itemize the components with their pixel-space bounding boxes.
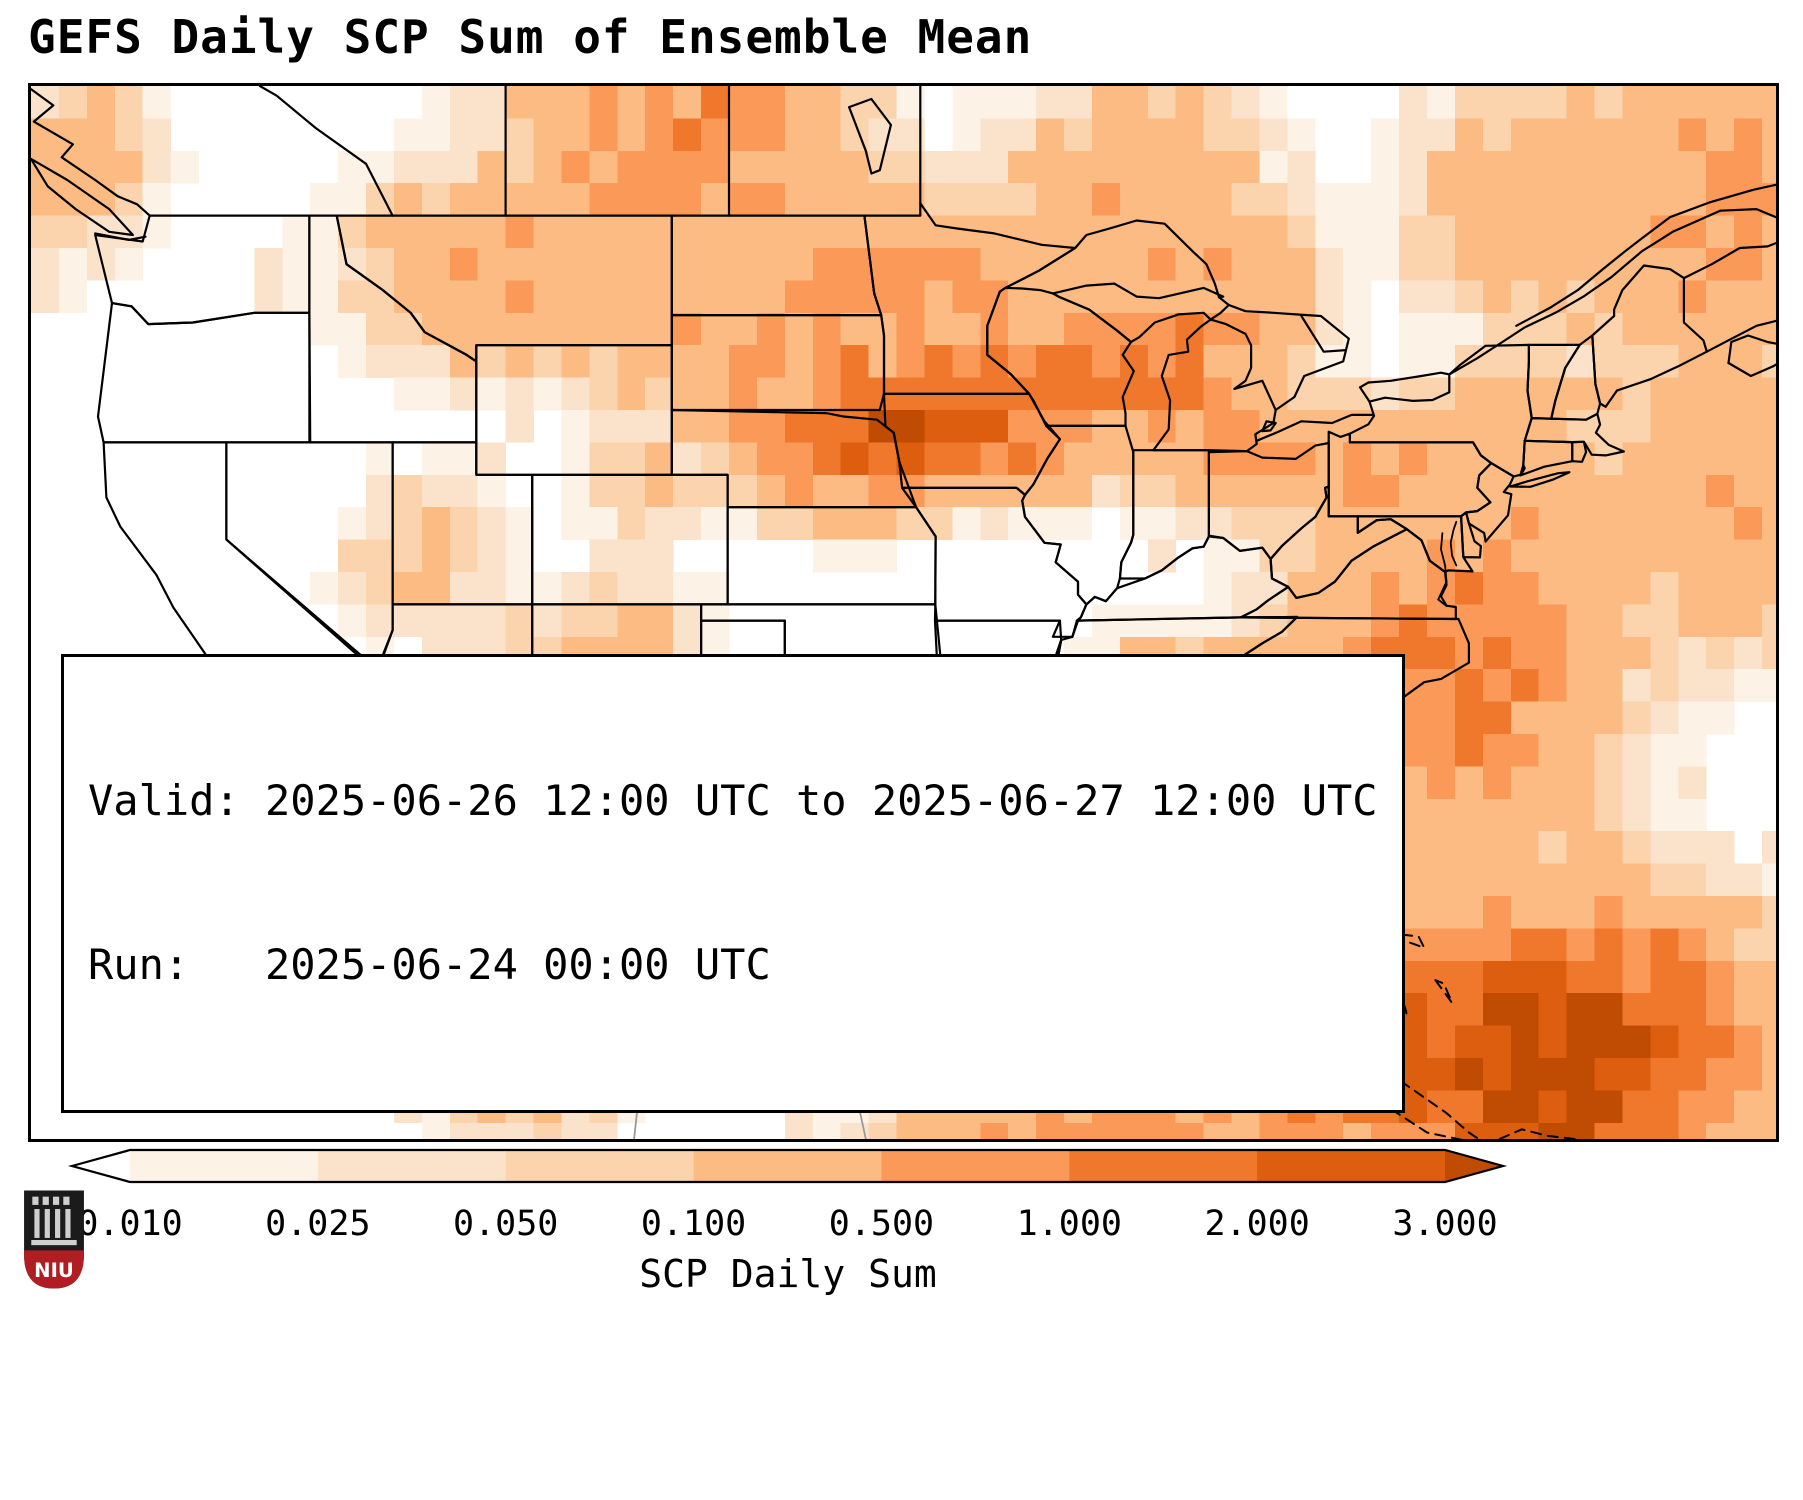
colorbar-tick-label: 0.010 xyxy=(77,1204,183,1244)
colorbar-tick-label: 0.100 xyxy=(640,1204,747,1244)
canada-islands-lakes xyxy=(31,97,1277,433)
colorbar: 0.010 0.025 0.050 0.100 0.500 1.000 2.000 3.000… xyxy=(0,1146,1803,1316)
svg-text:NIU: NIU xyxy=(34,1259,74,1282)
run-time-text: Run: 2025-06-24 00:00 UTC xyxy=(88,940,771,990)
colorbar-tick-label: 2.000 xyxy=(1204,1204,1310,1244)
colorbar-tick-label: 3.000 xyxy=(1392,1204,1498,1244)
hispaniola-coast xyxy=(1498,1128,1576,1139)
valid-time-text: Valid: 2025-06-26 12:00 UTC to 2025-06-2… xyxy=(88,776,1378,826)
canada-borders-coastlines xyxy=(31,86,1776,442)
colorbar-tick-label: 1.000 xyxy=(1016,1204,1122,1244)
map-panel: Valid: 2025-06-26 12:00 UTC to 2025-06-2… xyxy=(28,83,1779,1142)
niu-shield-icon: NIU xyxy=(24,1190,84,1289)
colorbar-tick-label: 0.025 xyxy=(265,1204,371,1244)
colorbar-tick-label: 0.050 xyxy=(453,1204,559,1244)
colorbar-label: SCP Daily Sum xyxy=(639,1252,937,1296)
colorbar-tick-label: 0.500 xyxy=(828,1204,935,1244)
figure-title: GEFS Daily SCP Sum of Ensemble Mean xyxy=(28,10,1033,64)
colorbar-bar xyxy=(67,1148,1508,1184)
niu-logo: NIU xyxy=(22,1188,86,1292)
info-box: Valid: 2025-06-26 12:00 UTC to 2025-06-2… xyxy=(61,654,1405,1113)
